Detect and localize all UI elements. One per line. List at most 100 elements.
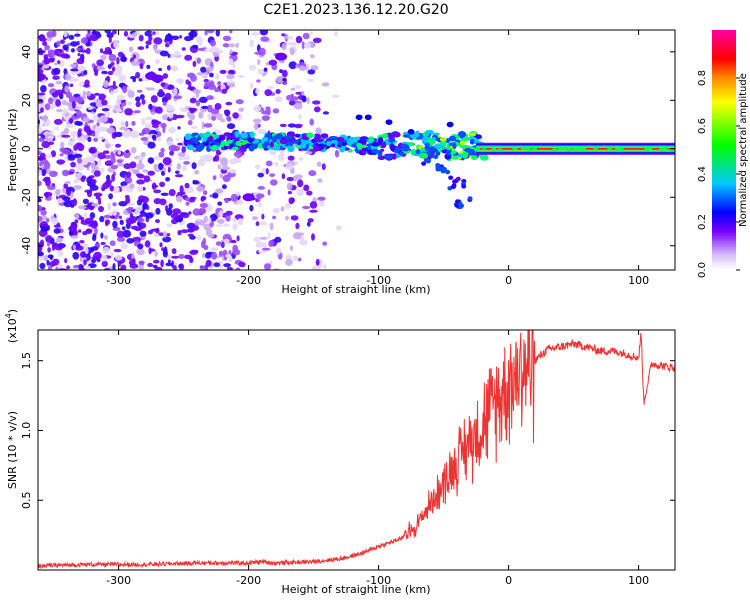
ridge-blob [439, 137, 447, 142]
noise-blob [153, 37, 163, 45]
noise-blob [64, 85, 70, 93]
ridge-blob [400, 143, 408, 148]
noise-blob [50, 150, 57, 158]
ridge-blob [214, 134, 220, 139]
ridge-blob [198, 143, 205, 151]
noise-blob [99, 255, 108, 262]
noise-blob [209, 213, 218, 222]
noise-blob [257, 172, 265, 178]
noise-blob [253, 122, 259, 131]
noise-blob [313, 106, 321, 113]
noise-blob [175, 114, 185, 119]
noise-blob [281, 69, 288, 78]
noise-blob [294, 124, 303, 129]
noise-blob [153, 189, 162, 194]
noise-blob [265, 168, 269, 175]
noise-blob [62, 196, 71, 202]
noise-blob [205, 259, 212, 267]
noise-blob [166, 233, 171, 237]
noise-blob [178, 156, 187, 161]
noise-blob [75, 96, 84, 103]
noise-blob [206, 95, 214, 100]
noise-blob [306, 96, 310, 105]
noise-blob [185, 79, 190, 85]
noise-blob [65, 123, 74, 128]
noise-blob [74, 103, 83, 110]
noise-blob [112, 263, 116, 270]
noise-blob [57, 48, 63, 53]
noise-blob [281, 33, 286, 37]
noise-blob [69, 117, 73, 124]
carrier-blob [552, 147, 558, 151]
noise-blob [109, 240, 116, 246]
carrier-blob [567, 148, 573, 152]
noise-blob [202, 252, 206, 259]
noise-blob [260, 36, 270, 42]
noise-blob [135, 71, 141, 79]
noise-blob [113, 187, 120, 194]
noise-blob [101, 99, 108, 106]
noise-blob [83, 69, 88, 76]
noise-blob [164, 34, 173, 42]
noise-blob [267, 189, 271, 196]
noise-blob [52, 75, 60, 80]
noise-blob [94, 126, 101, 135]
noise-blob [235, 99, 244, 105]
noise-blob [94, 92, 100, 96]
noise-blob [215, 188, 224, 194]
noise-blob [141, 74, 146, 82]
noise-blob [173, 95, 183, 100]
noise-blob [123, 163, 132, 170]
noise-blob [183, 161, 191, 165]
carrier-blob [607, 146, 613, 150]
noise-blob [86, 129, 93, 136]
noise-blob [70, 161, 76, 168]
noise-blob [309, 209, 318, 213]
noise-blob [165, 104, 173, 112]
noise-blob [107, 202, 112, 211]
noise-blob [142, 203, 147, 210]
noise-blob [225, 214, 231, 222]
ridge-blob [419, 152, 428, 159]
noise-blob [257, 202, 263, 207]
branch-blob [425, 159, 431, 164]
noise-blob [135, 101, 141, 108]
noise-blob [102, 150, 110, 154]
noise-blob [78, 229, 82, 233]
noise-blob [87, 105, 94, 111]
noise-blob [261, 213, 265, 220]
noise-blob [318, 199, 325, 207]
noise-blob [91, 202, 97, 207]
noise-blob [63, 127, 70, 135]
ridge-blob [215, 142, 221, 146]
noise-blob [47, 185, 56, 191]
noise-blob [66, 188, 71, 197]
noise-blob [218, 250, 223, 257]
noise-blob [38, 68, 44, 75]
noise-blob [166, 65, 171, 71]
noise-blob [197, 47, 207, 52]
noise-blob [153, 163, 158, 170]
spectrogram-x-tick-label: -300 [106, 274, 131, 287]
noise-blob [160, 82, 166, 87]
noise-blob [119, 215, 122, 219]
noise-blob [99, 48, 104, 54]
colorbar-label: Normalized spectral amplitude [738, 73, 749, 227]
noise-blob [88, 155, 96, 164]
noise-blob [57, 250, 64, 257]
noise-blob [209, 40, 216, 47]
ridge-blob [249, 131, 254, 138]
noise-blob [89, 212, 96, 219]
noise-blob [146, 87, 155, 91]
noise-blob [188, 211, 192, 215]
noise-blob [228, 250, 232, 256]
noise-blob [78, 205, 87, 210]
ridge-blob [204, 134, 210, 138]
noise-blob [285, 215, 289, 221]
ridge-blob [261, 136, 269, 143]
noise-blob [225, 254, 232, 258]
ridge-blob [235, 141, 242, 146]
noise-blob [87, 136, 92, 142]
noise-blob [276, 247, 282, 255]
ridge-blob [355, 114, 363, 121]
